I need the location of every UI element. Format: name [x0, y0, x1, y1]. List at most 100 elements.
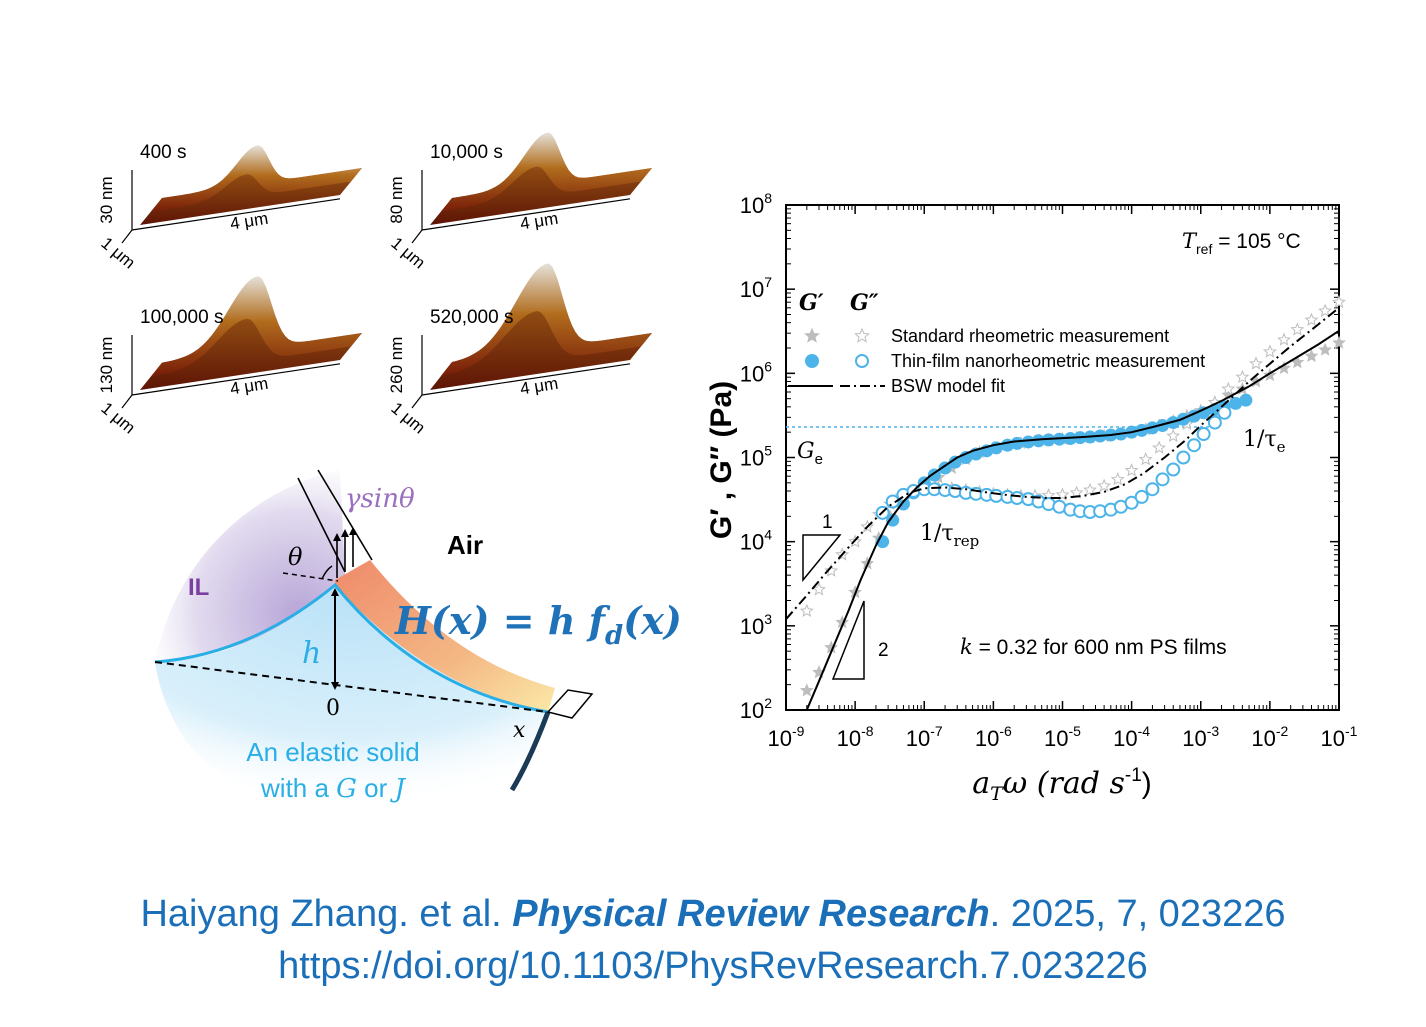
standard-gprime-point	[1262, 367, 1277, 382]
solid-label-line2: with a G or J	[260, 773, 407, 804]
afm-surface-base	[430, 263, 652, 390]
standard-gdoubleprime-point	[1083, 482, 1097, 496]
afm-time-label: 10,000 s	[430, 142, 503, 163]
afm-ridge	[441, 132, 652, 212]
standard-gdoubleprime-point	[1110, 472, 1125, 486]
afm-depth-label: 1 μm	[97, 234, 138, 273]
standard-gdoubleprime-point	[799, 603, 814, 617]
standard-gdoubleprime-point	[1138, 452, 1153, 466]
citation-journal: Physical Review Research	[512, 893, 990, 935]
standard-gdoubleprime-point	[1166, 428, 1181, 442]
citation-volume: . 2025, 7, 023226	[989, 893, 1286, 935]
air-layer	[335, 560, 555, 712]
thinfilm-gprime-point	[1021, 435, 1035, 449]
afm-time-label: 520,000 s	[430, 307, 513, 328]
thinfilm-gprime-point	[1010, 436, 1024, 450]
afm-surface-base	[140, 276, 362, 390]
afm-ridge	[441, 263, 652, 376]
theta-label: θ	[288, 543, 303, 571]
afm-height-label: 30 nm	[97, 176, 116, 223]
ridge-tangent-line-2	[317, 469, 373, 561]
afm-depth-label: 1 μm	[387, 234, 428, 273]
thinfilm-gdoubleprime-point	[1124, 495, 1139, 510]
afm-frame-4: 260 nm 1 μm 4 μm 520,000 s	[387, 263, 652, 438]
thinfilm-gdoubleprime-point	[1166, 462, 1181, 477]
y-tick-label: 102	[740, 695, 772, 723]
standard-gprime-point	[1304, 348, 1319, 363]
figure-panels: 30 nm 1 μm 4 μm 400 s 80 nm 1 μm 4 μm 10,000 s 1…	[97, 132, 1358, 819]
x-tick-label: 10-9	[768, 723, 805, 751]
afm-panel: 30 nm 1 μm 4 μm 400 s 80 nm 1 μm 4 μm 10,000 s 1…	[97, 132, 652, 438]
legend-entry-bsw: BSW model fit	[891, 376, 1005, 396]
legend-entry-standard: Standard rheometric measurement	[891, 326, 1169, 346]
thinfilm-gprime-point	[1156, 418, 1170, 432]
standard-gdoubleprime-point	[1124, 463, 1139, 477]
legend-marker-thinfilm-gprime	[805, 354, 819, 368]
legend-header-gdoubleprime: G″	[850, 290, 879, 316]
standard-gprime-point	[1277, 360, 1291, 375]
tau-e-annotation: 1/τe	[1243, 427, 1286, 456]
x-tick-label: 10-4	[1113, 723, 1150, 751]
citation-line: Haiyang Zhang. et al. Physical Review Re…	[0, 888, 1426, 940]
afm-frame-2: 80 nm 1 μm 4 μm 10,000 s	[387, 132, 652, 273]
thinfilm-gprime-point	[886, 513, 900, 527]
schematic-panel: γsinθ Air IL θ h 0 x H(x) = h fd(x) An e…	[154, 469, 682, 819]
afm-ridge	[151, 145, 362, 212]
standard-gdoubleprime-point	[1262, 344, 1277, 358]
afm-depth-label: 1 μm	[97, 399, 138, 438]
afm-ridge	[151, 276, 362, 377]
origin-label: 0	[326, 696, 340, 721]
standard-gdoubleprime-point	[1235, 369, 1250, 384]
standard-gdoubleprime-point	[1097, 478, 1112, 492]
y-tick-label: 108	[740, 190, 772, 218]
standard-gdoubleprime-point	[1332, 294, 1346, 309]
theta-reference-dashed	[282, 572, 339, 582]
afm-width-label: 4 μm	[519, 374, 560, 399]
slope-2-triangle: 2	[831, 600, 889, 680]
afm-frame-3: 130 nm 1 μm 4 μm 100,000 s	[97, 276, 362, 438]
x-tick-label: 10-1	[1321, 723, 1358, 751]
theta-arc	[321, 565, 333, 580]
thinfilm-gdoubleprime-point	[1196, 427, 1211, 442]
legend-header-gprime: G′	[799, 290, 824, 316]
standard-gdoubleprime-point	[1249, 356, 1263, 370]
standard-gdoubleprime-point	[1290, 322, 1305, 336]
solid-label-line1: An elastic solid	[246, 737, 419, 767]
rheology-chart: 10-9 10-8 10-7 10-6 10-5 10-4 10-3 10-2 10-1 102 1…	[705, 190, 1358, 805]
slope-1-label: 1	[822, 512, 833, 533]
plot-frame	[785, 204, 1340, 711]
slope-2-label: 2	[878, 640, 889, 661]
afm-time-label: 100,000 s	[140, 307, 223, 328]
x-label: x	[513, 718, 526, 743]
thinfilm-gprime-point	[938, 461, 952, 475]
ge-annotation: Ge	[797, 439, 823, 468]
thinfilm-gdoubleprime-point	[1176, 450, 1191, 465]
y-tick-label: 107	[740, 274, 772, 302]
standard-gdoubleprime-point	[1152, 440, 1167, 454]
y-tick-label: 104	[740, 527, 772, 555]
thinfilm-gprime-point	[1032, 434, 1046, 448]
citation-doi-link[interactable]: https://doi.org/10.1103/PhysRevResearch.…	[278, 945, 1148, 987]
y-tick-label: 105	[740, 443, 772, 471]
thinfilm-gdoubleprime-point	[1134, 489, 1149, 504]
tau-rep-annotation: 1/τrep	[920, 521, 979, 550]
y-tick-label: 106	[740, 358, 772, 386]
thinfilm-gprime-point	[1229, 396, 1243, 410]
standard-gdoubleprime-point	[824, 563, 839, 577]
thinfilm-gdoubleprime-point	[1010, 491, 1025, 506]
x-tick-label: 10-3	[1182, 723, 1219, 751]
thinfilm-gdoubleprime-point	[1187, 438, 1202, 453]
standard-gdoubleprime-point	[1318, 303, 1333, 317]
y-tick-label: 103	[740, 611, 772, 639]
afm-height-label: 130 nm	[97, 337, 116, 394]
bsw-fit-gdoubleprime-line	[785, 307, 1340, 620]
x-tick-label: 10-7	[906, 723, 943, 751]
equation: H(x) = h fd(x)	[394, 598, 682, 651]
solid-surface-curve	[154, 582, 549, 714]
bsw-fit-gprime-line	[805, 329, 1340, 711]
afm-height-label: 260 nm	[387, 337, 406, 394]
thinfilm-gprime-point	[1239, 393, 1253, 407]
force-label: γsinθ	[345, 484, 415, 514]
afm-height-label: 80 nm	[387, 176, 406, 223]
x-axis-label: aTω (rad s-1)	[972, 765, 1152, 805]
